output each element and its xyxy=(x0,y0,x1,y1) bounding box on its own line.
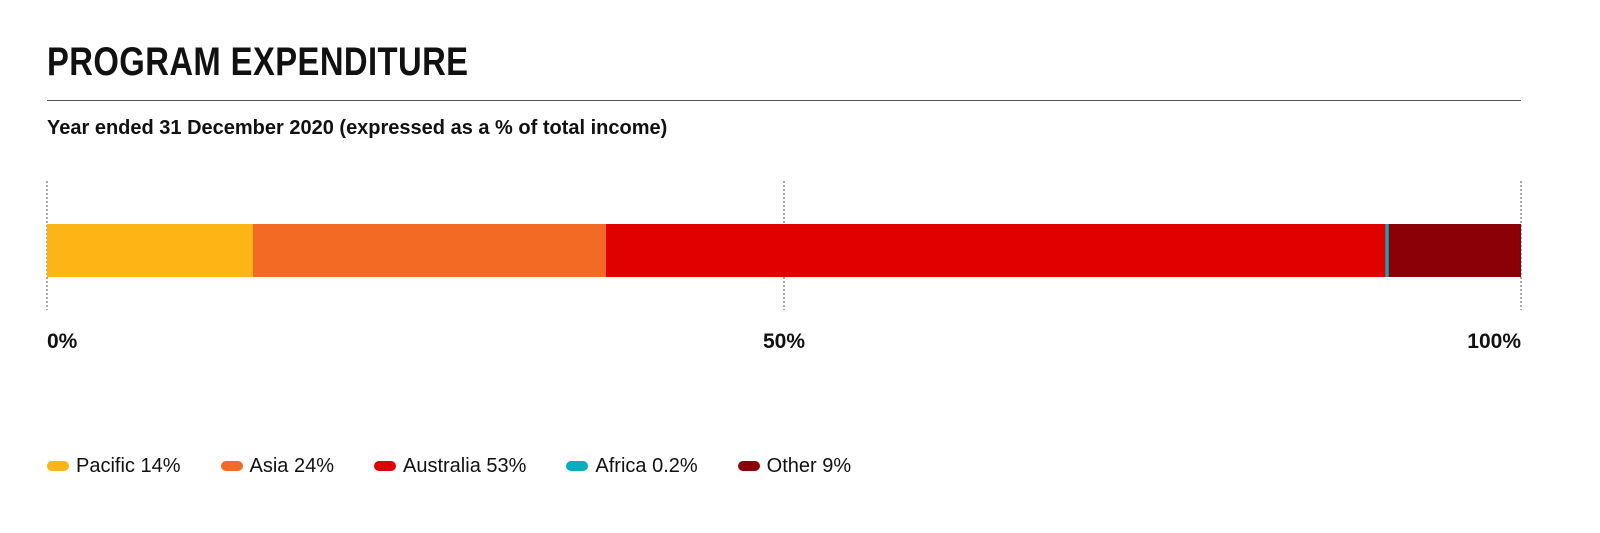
bar-segments xyxy=(47,224,1521,277)
bar-segment-australia xyxy=(606,224,1386,277)
bar-segment-asia xyxy=(252,224,607,277)
legend-item-asia: Asia 24% xyxy=(220,453,335,479)
bar-segment-other xyxy=(1388,224,1521,277)
tick-label-100: 100% xyxy=(1467,330,1521,353)
legend-swatch-asia xyxy=(220,461,243,471)
bar-segment-pacific xyxy=(47,224,253,277)
legend: Pacific 14% Asia 24% Australia 53% Africa 0… xyxy=(47,453,891,479)
chart-subtitle: Year ended 31 December 2020 (expressed a… xyxy=(47,117,668,139)
title-divider xyxy=(47,100,1521,101)
legend-item-other: Other 9% xyxy=(737,453,852,479)
legend-swatch-australia xyxy=(374,461,396,471)
stacked-bar-chart: 0% 50% 100% xyxy=(46,181,1522,353)
legend-label-pacific: Pacific 14% xyxy=(76,455,181,477)
tick-label-0: 0% xyxy=(47,330,78,353)
tick-label-50: 50% xyxy=(763,330,805,353)
legend-item-africa: Africa 0.2% xyxy=(566,453,698,479)
chart-title: PROGRAM EXPENDITURE xyxy=(47,40,469,84)
legend-swatch-africa xyxy=(566,461,589,471)
legend-label-asia: Asia 24% xyxy=(249,455,335,477)
legend-item-australia: Australia 53% xyxy=(374,453,526,479)
legend-swatch-pacific xyxy=(47,461,69,471)
legend-label-africa: Africa 0.2% xyxy=(595,455,698,477)
axis-tick-labels: 0% 50% 100% xyxy=(47,330,1521,353)
legend-label-australia: Australia 53% xyxy=(403,455,527,477)
legend-item-pacific: Pacific 14% xyxy=(47,453,181,479)
legend-label-other: Other 9% xyxy=(766,455,852,477)
bar-segment-africa xyxy=(1385,224,1389,277)
legend-swatch-other xyxy=(737,461,760,471)
